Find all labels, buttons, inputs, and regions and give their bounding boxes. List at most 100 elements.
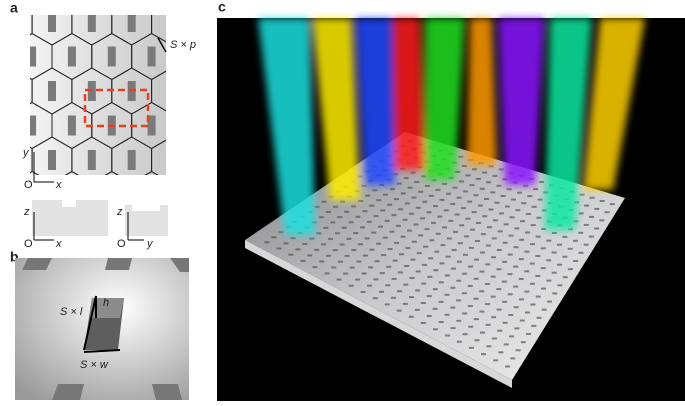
- slot: [421, 175, 427, 178]
- slot: [542, 209, 548, 212]
- slot: [325, 211, 331, 213]
- slot: [517, 191, 522, 194]
- slot: [387, 203, 393, 206]
- slot: [332, 249, 338, 252]
- slot: [321, 200, 327, 203]
- dim-label: S × l: [60, 306, 83, 318]
- slot: [524, 290, 530, 293]
- slot: [462, 333, 468, 336]
- slot: [400, 192, 406, 195]
- slot: [509, 335, 514, 338]
- slot: [321, 243, 327, 246]
- slot: [469, 184, 475, 187]
- slot: [87, 150, 96, 170]
- slot: [67, 46, 76, 67]
- slot: [567, 268, 573, 271]
- slot: [496, 308, 502, 311]
- slot: [444, 313, 450, 316]
- slot: [349, 266, 355, 269]
- slot: [360, 226, 365, 229]
- slot: [491, 256, 496, 259]
- slot: [529, 282, 535, 285]
- slot: [424, 185, 430, 187]
- slot: [471, 211, 477, 214]
- slot: [588, 235, 594, 238]
- slot: [207, 150, 215, 170]
- slot: [502, 241, 508, 244]
- slot: [333, 205, 338, 208]
- slot: [433, 269, 439, 272]
- axis-origin: O: [24, 238, 33, 250]
- slot: [433, 205, 438, 208]
- hexagon: [151, 70, 166, 112]
- slot: [508, 234, 514, 237]
- slot: [525, 311, 530, 314]
- slot: [462, 312, 468, 315]
- slot: [366, 220, 372, 223]
- slot: [369, 204, 375, 207]
- slot: [599, 200, 605, 202]
- slot: [376, 199, 382, 202]
- slot: [409, 277, 415, 279]
- slot: [420, 322, 426, 324]
- slot: [498, 212, 504, 215]
- slot: [423, 245, 429, 248]
- slot: [187, 116, 195, 136]
- slot: [490, 275, 496, 278]
- axis-label: x: [55, 179, 62, 191]
- slot: [594, 227, 600, 230]
- slot: [474, 258, 479, 261]
- slot: [490, 295, 496, 298]
- axis-label: x: [55, 238, 62, 250]
- slot: [283, 242, 289, 245]
- slot: [30, 46, 37, 67]
- axis-label: y: [22, 147, 30, 159]
- slot: [467, 285, 473, 287]
- slot: [48, 150, 56, 170]
- slot: [371, 231, 377, 234]
- hexagon: [52, 0, 92, 11]
- slot: [479, 270, 485, 273]
- slot: [533, 188, 539, 191]
- slot: [500, 195, 506, 197]
- slot: [503, 343, 509, 346]
- slot: [518, 258, 524, 261]
- slot: [337, 260, 343, 263]
- beam: [583, 18, 645, 190]
- hexagon: [92, 0, 132, 11]
- slot: [353, 232, 359, 235]
- panel-label: a: [10, 0, 18, 16]
- slot: [418, 190, 424, 193]
- slot: [48, 81, 56, 101]
- slot: [530, 303, 536, 306]
- slot: [389, 230, 395, 233]
- slot: [463, 190, 468, 193]
- slot: [531, 205, 537, 208]
- slot: [319, 260, 325, 263]
- slot: [485, 244, 491, 247]
- slot: [557, 284, 563, 287]
- slot: [340, 200, 346, 203]
- slot: [535, 235, 541, 238]
- slot: [536, 216, 542, 219]
- slot: [168, 81, 176, 101]
- slot: [599, 219, 605, 222]
- slot: [594, 207, 600, 210]
- slot: [386, 265, 392, 268]
- slot: [68, 185, 76, 205]
- slot: [365, 194, 371, 197]
- slot: [290, 237, 296, 240]
- slot: [537, 198, 543, 201]
- slot: [426, 295, 432, 298]
- slot: [355, 278, 361, 281]
- slot: [446, 192, 451, 195]
- slot: [498, 351, 504, 354]
- slot: [328, 237, 333, 240]
- slot: [504, 205, 510, 208]
- slot: [507, 253, 513, 256]
- slot: [187, 185, 195, 205]
- slot: [422, 200, 428, 203]
- slot: [468, 325, 474, 328]
